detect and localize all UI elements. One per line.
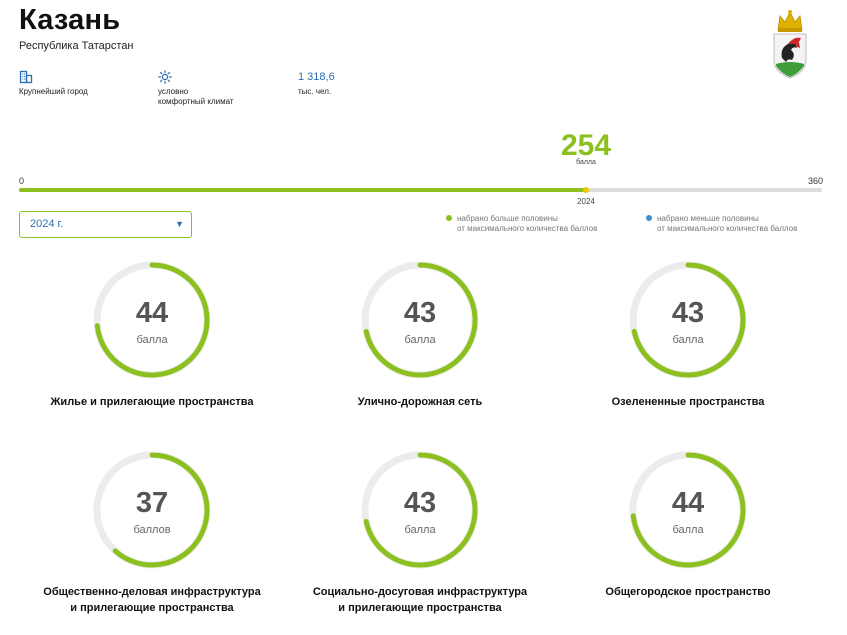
indicator-name: Общегородское пространство xyxy=(553,584,823,600)
region-name: Республика Татарстан xyxy=(19,40,134,52)
score-ring-arc xyxy=(631,262,746,378)
indicator-score: 43 xyxy=(403,487,437,519)
fact-city-size: Крупнейший город xyxy=(19,70,88,97)
score-ring xyxy=(629,451,747,569)
score-ring xyxy=(629,261,747,379)
indicator-name-line: и прилегающие пространства xyxy=(70,602,234,614)
fact-label: Крупнейший город xyxy=(19,87,88,96)
indicator-unit: балла xyxy=(404,334,436,346)
indicator-name-line: и прилегающие пространства xyxy=(338,602,502,614)
indicator-unit: балла xyxy=(672,334,704,346)
indicator-score: 43 xyxy=(671,297,705,329)
score-ring-arc xyxy=(630,452,746,568)
legend-text: набрано меньше половины xyxy=(657,214,759,223)
legend-text: от максимального количества баллов xyxy=(657,224,798,233)
total-score-bar xyxy=(19,187,822,193)
legend-text: от максимального количества баллов xyxy=(457,224,598,233)
total-score-marker xyxy=(582,187,589,193)
indicator-name-line: Общественно-деловая инфраструктура xyxy=(43,586,261,598)
indicator-score: 44 xyxy=(135,297,169,329)
legend-dot-blue-icon xyxy=(646,215,652,221)
fact-label: комфортный климат xyxy=(158,97,234,106)
year-select[interactable]: 2024 г. ▼ xyxy=(19,211,192,238)
indicator-name-line: Социально-досуговая инфраструктура xyxy=(312,586,528,598)
fact-population: 1 318,6 тыс. чел. xyxy=(298,70,335,97)
sun-icon xyxy=(158,70,172,84)
score-ring-arc xyxy=(363,262,478,378)
indicator-name: Социально-досуговая инфраструктура и при… xyxy=(285,584,555,616)
indicator-card[interactable]: 37 баллов Общественно-деловая инфраструк… xyxy=(17,450,287,630)
legend-item-above-half: набрано больше половины от максимального… xyxy=(446,214,598,234)
indicator-card[interactable]: 43 балла Социально-досуговая инфраструкт… xyxy=(285,450,555,630)
coat-of-arms-icon xyxy=(773,10,807,79)
indicator-name-line: Улично-дорожная сеть xyxy=(357,396,483,408)
total-score-bar-fill xyxy=(19,188,586,192)
indicator-name: Жилье и прилегающие пространства xyxy=(17,394,287,410)
indicator-score: 37 xyxy=(135,487,169,519)
fact-label: тыс. чел. xyxy=(298,87,332,96)
caret-down-icon: ▼ xyxy=(175,219,184,229)
indicator-unit: балла xyxy=(672,524,704,536)
year-select-value: 2024 г. xyxy=(30,218,64,230)
page-title: Казань xyxy=(19,4,121,36)
score-ring xyxy=(93,261,211,379)
indicator-name: Озелененные пространства xyxy=(553,394,823,410)
indicator-card[interactable]: 43 балла Улично-дорожная сеть xyxy=(285,260,555,440)
indicator-name-line: Общегородское пространство xyxy=(605,586,771,598)
score-ring xyxy=(93,451,211,569)
legend-item-below-half: набрано меньше половины от максимального… xyxy=(646,214,798,234)
score-ring-arc xyxy=(94,262,210,378)
score-ring xyxy=(361,261,479,379)
total-score-unit: балла xyxy=(576,159,596,166)
indicator-card[interactable]: 43 балла Озелененные пространства xyxy=(553,260,823,440)
score-ring-arc xyxy=(363,452,478,568)
indicator-name-line: Озелененные пространства xyxy=(611,396,765,408)
indicator-unit: балла xyxy=(136,334,168,346)
score-ring xyxy=(361,451,479,569)
fact-label: условно xyxy=(158,87,189,96)
indicator-name: Общественно-деловая инфраструктура и при… xyxy=(17,584,287,616)
indicator-name: Улично-дорожная сеть xyxy=(285,394,555,410)
indicator-unit: балла xyxy=(404,524,436,536)
score-ring-arc xyxy=(112,452,210,568)
range-max-label: 360 xyxy=(807,176,823,186)
legend-dot-green-icon xyxy=(446,215,452,221)
indicator-name-line: Жилье и прилегающие пространства xyxy=(50,396,254,408)
range-min-label: 0 xyxy=(19,176,25,186)
population-value: 1 318,6 xyxy=(298,71,335,83)
indicator-score: 43 xyxy=(403,297,437,329)
legend-text: набрано больше половины xyxy=(457,214,558,223)
indicator-card[interactable]: 44 балла Жилье и прилегающие пространств… xyxy=(17,260,287,440)
indicator-unit: баллов xyxy=(133,524,171,536)
year-tick-label: 2024 xyxy=(577,197,595,206)
fact-climate: условно комфортный климат xyxy=(158,70,234,107)
total-score: 254 xyxy=(560,129,612,162)
indicator-card[interactable]: 44 балла Общегородское пространство xyxy=(553,450,823,630)
indicator-score: 44 xyxy=(671,487,705,519)
building-icon xyxy=(19,70,33,84)
